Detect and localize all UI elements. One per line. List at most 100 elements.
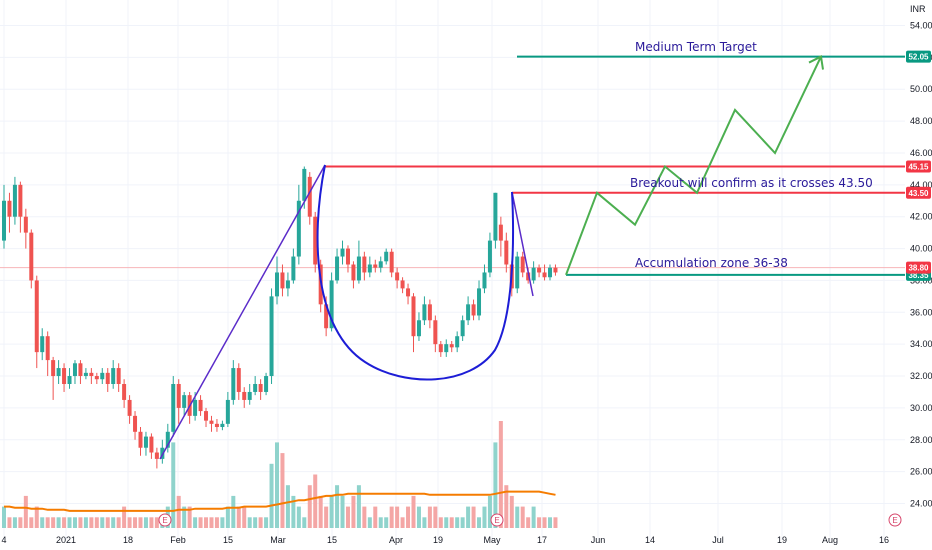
cup-curve [316, 164, 515, 381]
candlesticks [2, 166, 558, 469]
volume-bar [509, 495, 514, 528]
price-tick-label: 32.00 [910, 371, 932, 381]
candle-body [231, 368, 236, 400]
volume-bar [264, 517, 269, 528]
candle-body [89, 372, 94, 377]
candle-body [362, 256, 367, 273]
volume-bar [78, 517, 83, 528]
time-tick-label: Feb [170, 535, 186, 545]
candle-body [449, 344, 454, 348]
candle-body [422, 304, 427, 321]
volume-bar [520, 506, 525, 528]
candle-body [302, 168, 307, 201]
candle-body [23, 216, 28, 233]
volume-bar [384, 517, 389, 528]
candle-body [395, 272, 400, 281]
volume-bar [100, 517, 105, 528]
candle-body [411, 296, 416, 337]
candle-body [171, 384, 176, 432]
price-tick-label: 30.00 [910, 403, 932, 413]
volume-bar [116, 517, 121, 528]
price-tag-label: 43.50 [908, 189, 929, 198]
candle-body [94, 376, 99, 380]
volume-bar [12, 517, 17, 528]
annotation-breakout: Breakout will confirm as it crosses 43.5… [630, 176, 873, 190]
candle-body [258, 384, 263, 392]
candle-body [444, 344, 449, 353]
time-tick-label: 18 [123, 535, 133, 545]
volume-bar [313, 474, 318, 528]
volume-bar [51, 517, 56, 528]
volume-bar [548, 517, 552, 528]
candle-body [520, 256, 525, 273]
volume-bar [416, 506, 421, 528]
volume-bar [482, 506, 487, 528]
volume-bar [269, 463, 274, 528]
candle-body [165, 431, 170, 448]
candle-body [269, 296, 274, 377]
grid-lines [0, 0, 905, 540]
price-levels [0, 55, 905, 276]
volume-bar [553, 517, 558, 528]
candle-body [253, 384, 258, 392]
candle-body [220, 423, 225, 428]
volume-bar [133, 517, 138, 528]
volume-bar [329, 495, 334, 528]
time-tick-label: 4 [1, 535, 6, 545]
candle-body [351, 264, 356, 281]
volume-bar [422, 517, 427, 528]
candle-body [116, 368, 121, 384]
candle-body [340, 248, 345, 257]
candle-body [378, 261, 383, 268]
candle-body [105, 372, 110, 384]
earnings-badge-label: E [162, 516, 167, 525]
volume-bar [487, 495, 492, 528]
earnings-badge-circle [888, 513, 902, 527]
time-tick-label: 15 [223, 535, 233, 545]
volume-bar [362, 506, 367, 528]
candle-body [291, 256, 296, 281]
candle-body [242, 391, 247, 400]
volume-bar [411, 495, 416, 528]
volume-bar [45, 517, 50, 528]
volume-bar [122, 506, 127, 528]
volume-bar [83, 517, 88, 528]
volume-bar [427, 506, 432, 528]
projection-path [565, 56, 822, 276]
volume-bar [225, 506, 230, 528]
price-tag: 45.15 [906, 160, 931, 173]
volume-bar [449, 517, 454, 528]
candle-body [433, 320, 438, 345]
price-tick-label: 54.00 [910, 21, 932, 31]
volume-bar [466, 506, 471, 528]
time-axis[interactable]: 4 2021 18 Feb 15 Mar 15 Apr 19 May 17 Jun 14 Jul 19 Aug… [1, 535, 889, 545]
volume-bar [400, 517, 405, 528]
volume-bar [296, 506, 301, 528]
candle-body [275, 272, 279, 297]
volume-bar [29, 517, 34, 528]
price-axis[interactable]: INR 54.0052.0050.0048.0046.0044.0042.004… [910, 4, 932, 509]
volume-bar [67, 517, 72, 528]
candle-body [62, 368, 67, 384]
candle-body [18, 184, 23, 217]
candle-body [400, 280, 405, 289]
candle-body [264, 376, 269, 392]
volume-bar [275, 442, 279, 528]
candle-body [504, 240, 509, 265]
volume-bar [56, 517, 61, 528]
price-tick-label: 42.00 [910, 212, 932, 222]
volume-bar [209, 517, 214, 528]
price-tick-label: 24.00 [910, 499, 932, 509]
time-tick-label: 16 [879, 535, 889, 545]
volume-bar [498, 421, 503, 528]
volume-bar [477, 517, 482, 528]
volume-bar [433, 506, 438, 528]
volume-bar [406, 506, 411, 528]
candle-body [149, 436, 154, 453]
projection-arrow-head [808, 55, 824, 70]
volume-bar [154, 517, 159, 528]
volume-bar [356, 485, 361, 528]
candle-body [193, 399, 198, 416]
